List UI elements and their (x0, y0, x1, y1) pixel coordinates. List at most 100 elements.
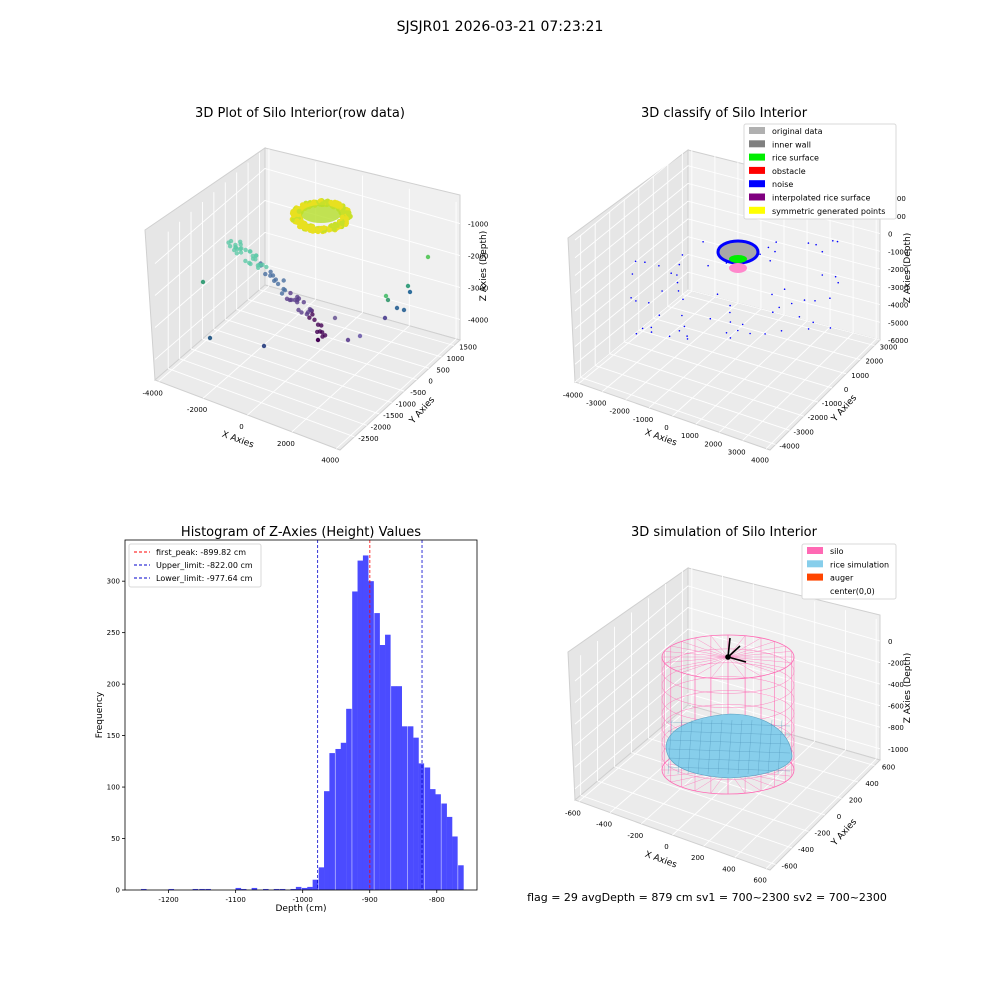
histogram-bar (312, 879, 319, 890)
classify-noise-point (634, 260, 637, 263)
raw-y-tick-label: 1000 (447, 355, 465, 363)
histogram-y-label: Frequency (95, 691, 105, 738)
rice-mesh-line (677, 719, 683, 775)
classify-noise-point (821, 274, 824, 276)
histogram-y-tick-label: 150 (107, 732, 120, 740)
raw-wall-point (307, 315, 312, 320)
classify-noise-point (707, 264, 709, 267)
classify-noise-point (764, 333, 766, 335)
simulation-gridlines (574, 566, 881, 869)
rice-mesh-line (757, 719, 763, 775)
raw-surface-point (343, 215, 349, 222)
raw-wall-point (296, 296, 302, 301)
raw-y-tick-label: 0 (428, 378, 432, 386)
sim-y-tick-label: 600 (882, 764, 895, 772)
cls-floor-gridline-y (624, 341, 819, 403)
sim-y-tick-label: -400 (798, 846, 814, 854)
cls-floor-gridline-x (765, 338, 877, 449)
raw-wall-point (234, 251, 239, 256)
silo-roof-spoke (681, 641, 729, 658)
silo-roof-spoke (710, 635, 729, 658)
classify-noise-point (676, 281, 679, 284)
classify-noise-point (774, 250, 776, 253)
raw-outlier-point (383, 293, 389, 299)
cls-x-tick-label: -3000 (586, 400, 606, 408)
histogram-bar (307, 886, 313, 890)
histogram-bar (263, 888, 269, 890)
histogram-bar (279, 888, 286, 890)
sim-floor-gridline-y (631, 752, 826, 816)
classify-noise-point (803, 299, 806, 301)
footer-status: flag = 29 avgDepth = 879 cm sv1 = 700~23… (527, 891, 887, 904)
rice-mesh-line (667, 721, 791, 727)
histogram-bars (140, 555, 464, 890)
raw-wall-point (272, 278, 277, 283)
raw-outlier-point (357, 333, 363, 339)
sim-z-gridline (574, 693, 881, 790)
classify-noise-point (783, 288, 786, 291)
classify-noise-point (832, 240, 834, 242)
raw-floor-gridline-y (179, 358, 368, 426)
cls-z-tick-label: 2000 (888, 195, 906, 203)
rice-mesh-line (747, 719, 753, 775)
sim-floor-gridline-y (614, 766, 809, 832)
simulation-legend-label: center(0,0) (830, 587, 875, 596)
sim-x-tick-label: -200 (627, 832, 643, 840)
cls-x-tick-label: 3000 (728, 448, 746, 456)
silo-roof-spoke (727, 656, 792, 663)
raw-z-gridline (154, 263, 461, 360)
raw-wall-point (295, 300, 300, 305)
histogram-y-ticks: 0 50 100 150 200 250 300 (107, 578, 125, 895)
classify-x-label: X Axies (643, 428, 678, 449)
histogram-bar (368, 581, 374, 890)
histogram-x-ticks: -1200 -1100 -1000 -900 -800 (158, 890, 445, 904)
raw-wall-point (296, 307, 301, 313)
classify-noise-point (650, 326, 653, 329)
raw-y-tick-label: 500 (436, 366, 449, 374)
histogram-y-tick-label: 100 (107, 784, 120, 792)
raw-surface-point (326, 227, 332, 233)
classify-noise-point (644, 261, 646, 264)
histogram-x-tick-label: -1000 (293, 896, 313, 904)
raw-outlier-point (207, 335, 213, 341)
classify-legend-swatch (749, 153, 765, 161)
classify-noise-point (812, 321, 814, 324)
sim-z-tick-label: -1000 (888, 746, 908, 754)
raw-y-tick-label: -2000 (371, 423, 391, 431)
sim-x-tick-label: -400 (596, 821, 612, 829)
rice-mesh-line (667, 739, 791, 745)
raw-wall-point (281, 286, 286, 292)
sim-z-tick-label: -600 (888, 703, 904, 711)
raw-outlier-point (425, 254, 431, 260)
raw-floor-gridline-x (247, 312, 363, 416)
panel-raw-3d: 3D Plot of Silo Interior(row data) -4000… (143, 106, 489, 465)
classify-y-label: Y Axies (829, 393, 859, 425)
raw-floor-gridline-x (335, 338, 457, 449)
raw-outlier-point (345, 337, 351, 343)
classify-noise-point (759, 253, 761, 256)
raw-wall-point (226, 240, 231, 245)
raw-x-ticks: -4000 -2000 0 2000 4000 (143, 389, 340, 464)
histogram-bar (301, 887, 308, 890)
rice-mesh-line (667, 757, 791, 763)
classify-noise-point (683, 325, 686, 328)
cls-z-gridline (574, 200, 881, 294)
raw-floor-gridline-y (213, 328, 405, 392)
panel-histogram: Histogram of Z-Axies (Height) Values -12… (95, 525, 478, 914)
panel-simulation-3d: 3D simulation of Silo Interior -600-400-… (565, 525, 913, 885)
classify-legend-label: symmetric generated points (772, 207, 885, 216)
classify-noise-point (635, 300, 637, 302)
raw-floor-gridline-y (247, 299, 442, 358)
histogram-bar (352, 591, 358, 890)
sim-floor-gridline-y (580, 794, 776, 865)
classify-scatter-points (630, 240, 839, 340)
histogram-bar (357, 560, 364, 890)
cls-floor-gridline-y (638, 329, 833, 389)
classify-noise-point (681, 314, 683, 317)
cls-x-tick-label: -1000 (633, 416, 653, 424)
sim-floor-gridline-y (597, 780, 793, 849)
histogram-bar (446, 816, 453, 890)
raw-axes-panes (144, 147, 461, 451)
raw-wall-point (233, 242, 238, 248)
